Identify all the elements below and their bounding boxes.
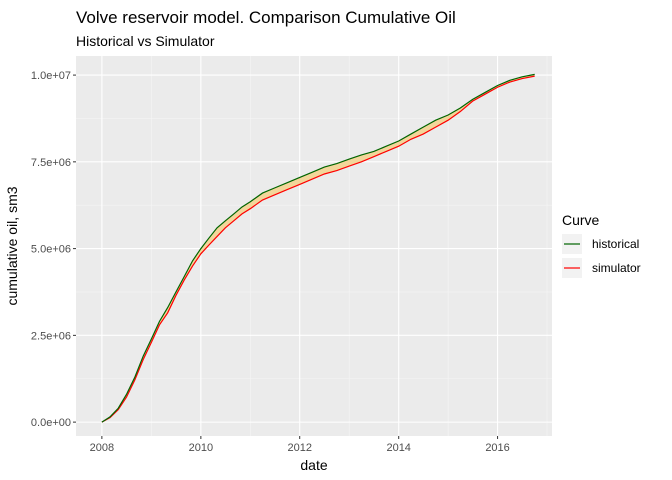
x-tick-label: 2008 — [90, 442, 114, 454]
legend-label-historical: historical — [592, 237, 639, 251]
y-axis-title: cumulative oil, sm3 — [4, 186, 20, 305]
y-tick-label: 2.5e+06 — [31, 330, 71, 342]
x-axis-ticks: 2008 2010 2012 2014 2016 — [90, 436, 510, 454]
legend: Curve historical simulator — [562, 212, 641, 278]
y-axis-ticks: 0.0e+00 2.5e+06 5.0e+06 7.5e+06 1.0e+07 — [31, 70, 76, 429]
series-line-simulator — [101, 75, 535, 423]
plot-panel — [76, 56, 552, 436]
series-line-historical — [101, 73, 535, 423]
y-tick-label: 5.0e+06 — [31, 244, 71, 256]
x-tick-label: 2010 — [189, 442, 213, 454]
x-axis-title: date — [300, 457, 327, 473]
y-tick-label: 0.0e+00 — [31, 417, 71, 429]
legend-title: Curve — [562, 212, 600, 228]
x-tick-label: 2012 — [287, 442, 311, 454]
y-tick-label: 7.5e+06 — [31, 157, 71, 169]
legend-label-simulator: simulator — [592, 261, 641, 275]
chart-title: Volve reservoir model. Comparison Cumula… — [76, 8, 456, 27]
y-tick-label: 1.0e+07 — [31, 70, 71, 82]
x-tick-label: 2016 — [485, 442, 509, 454]
x-tick-label: 2014 — [386, 442, 410, 454]
grid-major — [76, 56, 552, 436]
chart-subtitle: Historical vs Simulator — [76, 33, 215, 49]
